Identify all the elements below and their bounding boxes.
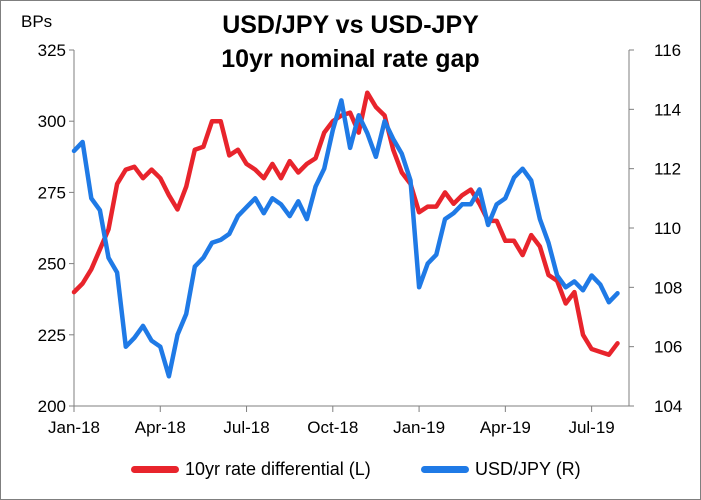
left-tick-label: 325 [38, 41, 66, 60]
legend-item-rate-differential: 10yr rate differential (L) [131, 459, 371, 480]
legend-swatch-rate-differential [131, 466, 179, 473]
right-tick-label: 104 [654, 397, 682, 416]
chart-legend: 10yr rate differential (L) USD/JPY (R) [1, 459, 700, 485]
x-tick-label: Jan-19 [393, 418, 445, 437]
legend-item-usdjpy: USD/JPY (R) [421, 459, 581, 480]
left-tick-label: 300 [38, 112, 66, 131]
x-tick-label: Jul-18 [223, 418, 269, 437]
x-tick-label: Apr-19 [480, 418, 531, 437]
left-tick-label: 200 [38, 397, 66, 416]
right-tick-label: 114 [654, 100, 681, 119]
chart-plot: 200 225 250 275 300 325 BPs 104 106 108 110 112 114 1… [21, 12, 682, 437]
chart-title-line-1: USD/JPY vs USD-JPY [222, 11, 479, 39]
legend-label-usdjpy: USD/JPY (R) [475, 459, 581, 479]
right-tick-label: 106 [654, 338, 682, 357]
legend-swatch-usdjpy [421, 466, 469, 473]
x-tick-label: Oct-18 [307, 418, 358, 437]
right-tick-label: 112 [654, 160, 681, 179]
chart-title-line-2: 10yr nominal rate gap [221, 45, 480, 73]
left-tick-label: 250 [38, 255, 66, 274]
x-tick-label: Apr-18 [135, 418, 186, 437]
left-axis-label: BPs [21, 12, 52, 31]
x-tick-label: Jul-19 [568, 418, 614, 437]
left-tick-label: 225 [38, 326, 66, 345]
legend-label-rate-differential: 10yr rate differential (L) [185, 459, 371, 479]
series-line-usdjpy [71, 98, 620, 379]
right-tick-label: 108 [654, 278, 682, 297]
right-tick-label: 116 [654, 41, 681, 60]
x-tick-label: Jan-18 [48, 418, 100, 437]
left-tick-label: 275 [38, 183, 66, 202]
right-tick-label: 110 [654, 219, 681, 238]
